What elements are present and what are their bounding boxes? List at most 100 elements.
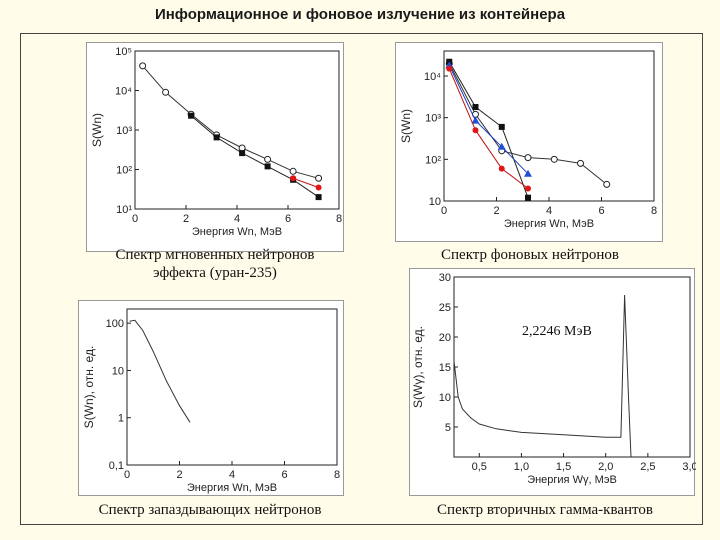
y-axis-label: S(Wn) <box>90 113 104 147</box>
y-tick-label: 10⁴ <box>115 86 132 98</box>
y-tick-label: 10 <box>429 196 441 208</box>
data-point <box>239 150 246 157</box>
chart-panel-delayed: 0 2 4 6 8 0,1 1 10 100 Энергия Wn, МэВ S(Wn), отн.… <box>78 300 344 496</box>
data-point <box>289 167 297 175</box>
x-axis-label: Энергия Wn, МэВ <box>187 482 277 494</box>
data-point <box>525 194 531 201</box>
data-point <box>139 62 147 70</box>
data-point <box>162 88 170 96</box>
y-tick-label: 10³ <box>116 125 132 137</box>
y-axis-label: S(Wn) <box>399 109 413 143</box>
series-line <box>453 294 632 458</box>
caption-prompt: Спектр мгновенных нейтронов эффекта (ура… <box>60 246 370 282</box>
x-tick-label: 8 <box>334 469 340 481</box>
data-point <box>497 142 506 150</box>
x-tick-label: 4 <box>546 205 552 217</box>
data-point <box>471 116 480 124</box>
series-line <box>142 65 319 179</box>
x-tick-label: 4 <box>229 469 235 481</box>
data-point <box>524 169 532 177</box>
caption-background-line-1: Спектр фоновых нейтронов <box>441 247 619 263</box>
caption-gamma-line-1: Спектр вторичных гамма-квантов <box>437 502 653 518</box>
data-point <box>550 155 558 163</box>
x-tick-label: 2 <box>183 213 189 225</box>
caption-prompt-line-2: эффекта (уран-235) <box>153 265 277 281</box>
y-tick-label: 10⁴ <box>424 71 441 83</box>
data-point <box>290 175 297 182</box>
caption-delayed-line-1: Спектр запаздывающих нейтронов <box>98 502 322 518</box>
x-tick-label: 6 <box>598 205 604 217</box>
x-tick-label: 2 <box>493 205 499 217</box>
chart-panel-gamma: 0,5 1,0 1,5 2,0 2,5 3,0 5 10 15 20 25 30 Энергия Wγ,… <box>409 268 696 496</box>
series-line <box>448 65 529 175</box>
data-point <box>524 154 532 162</box>
x-tick-label: 1,0 <box>514 461 529 473</box>
data-point <box>315 184 322 191</box>
chart-prompt: 0 2 4 6 8 10¹ 10² 10³ 10⁴ 10⁵ Энергия Wn, МэВ S(Wn) <box>90 46 342 238</box>
plot-area <box>443 50 655 202</box>
data-point <box>525 185 531 192</box>
series-line <box>448 61 529 198</box>
data-point <box>498 123 505 130</box>
data-point <box>603 180 611 188</box>
series-line <box>292 177 319 188</box>
x-axis-label: Энергия Wγ, МэВ <box>527 474 617 486</box>
y-tick-label: 10 <box>112 365 124 377</box>
y-tick-label: 20 <box>439 332 451 344</box>
caption-prompt-line-1: Спектр мгновенных нейтронов <box>115 247 315 263</box>
data-point <box>472 104 479 111</box>
content-frame <box>20 33 703 525</box>
data-point <box>577 159 584 167</box>
x-tick-label: 4 <box>234 213 240 225</box>
y-tick-label: 10² <box>116 165 132 177</box>
y-tick-label: 100 <box>106 318 124 330</box>
data-point <box>315 174 323 182</box>
caption-gamma: Спектр вторичных гамма-квантов <box>390 501 700 519</box>
chart-panel-background: 0 2 4 6 8 10 10² 10³ 10⁴ Энергия Wn, МэВ S(Wn) <box>395 42 663 242</box>
y-tick-label: 5 <box>445 422 451 434</box>
x-axis-label: Энергия Wn, МэВ <box>504 218 594 230</box>
y-tick-label: 30 <box>439 272 451 284</box>
data-point <box>213 134 220 141</box>
y-tick-label: 10² <box>425 154 441 166</box>
x-tick-label: 6 <box>281 469 287 481</box>
y-tick-label: 1 <box>118 413 124 425</box>
chart-delayed: 0 2 4 6 8 0,1 1 10 100 Энергия Wn, МэВ S(Wn), отн.… <box>82 308 340 494</box>
x-tick-label: 3,0 <box>682 461 696 473</box>
x-tick-label: 2,0 <box>598 461 613 473</box>
x-tick-label: 8 <box>336 213 342 225</box>
chart-background: 0 2 4 6 8 10 10² 10³ 10⁴ Энергия Wn, МэВ S(Wn) <box>399 50 657 230</box>
data-point <box>264 155 272 163</box>
x-axis-label: Энергия Wn, МэВ <box>192 226 282 238</box>
y-axis-label: S(Wγ), отн. ед. <box>411 326 425 408</box>
data-point <box>315 194 322 201</box>
data-point <box>188 112 195 119</box>
y-tick-label: 10 <box>439 392 451 404</box>
x-tick-label: 0 <box>124 469 130 481</box>
y-tick-label: 25 <box>439 302 451 314</box>
caption-background: Спектр фоновых нейтронов <box>390 246 670 264</box>
y-tick-label: 10⁵ <box>115 46 132 58</box>
data-point <box>472 127 479 134</box>
x-tick-label: 0 <box>441 205 447 217</box>
plot-area <box>126 308 338 466</box>
series-line <box>129 319 191 423</box>
page-title: Информационное и фоновое излучение из ко… <box>154 6 566 23</box>
x-tick-label: 2,5 <box>640 461 655 473</box>
y-tick-label: 15 <box>439 362 451 374</box>
y-tick-label: 0,1 <box>109 460 124 472</box>
chart-panel-prompt: 0 2 4 6 8 10¹ 10² 10³ 10⁴ 10⁵ Энергия Wn, МэВ S(Wn) <box>86 42 344 252</box>
x-tick-label: 8 <box>651 205 657 217</box>
x-tick-label: 2 <box>176 469 182 481</box>
series-line <box>190 115 319 198</box>
x-tick-label: 6 <box>285 213 291 225</box>
x-tick-label: 1,5 <box>556 461 571 473</box>
y-tick-label: 10³ <box>425 113 441 125</box>
y-axis-label: S(Wn), отн. ед. <box>82 346 96 429</box>
chart-gamma: 0,5 1,0 1,5 2,0 2,5 3,0 5 10 15 20 25 30 Энергия Wγ,… <box>411 272 696 486</box>
plot-area <box>453 276 691 458</box>
x-tick-label: 0 <box>132 213 138 225</box>
data-point <box>264 163 271 170</box>
series-line <box>448 68 529 189</box>
plot-area <box>134 50 340 210</box>
